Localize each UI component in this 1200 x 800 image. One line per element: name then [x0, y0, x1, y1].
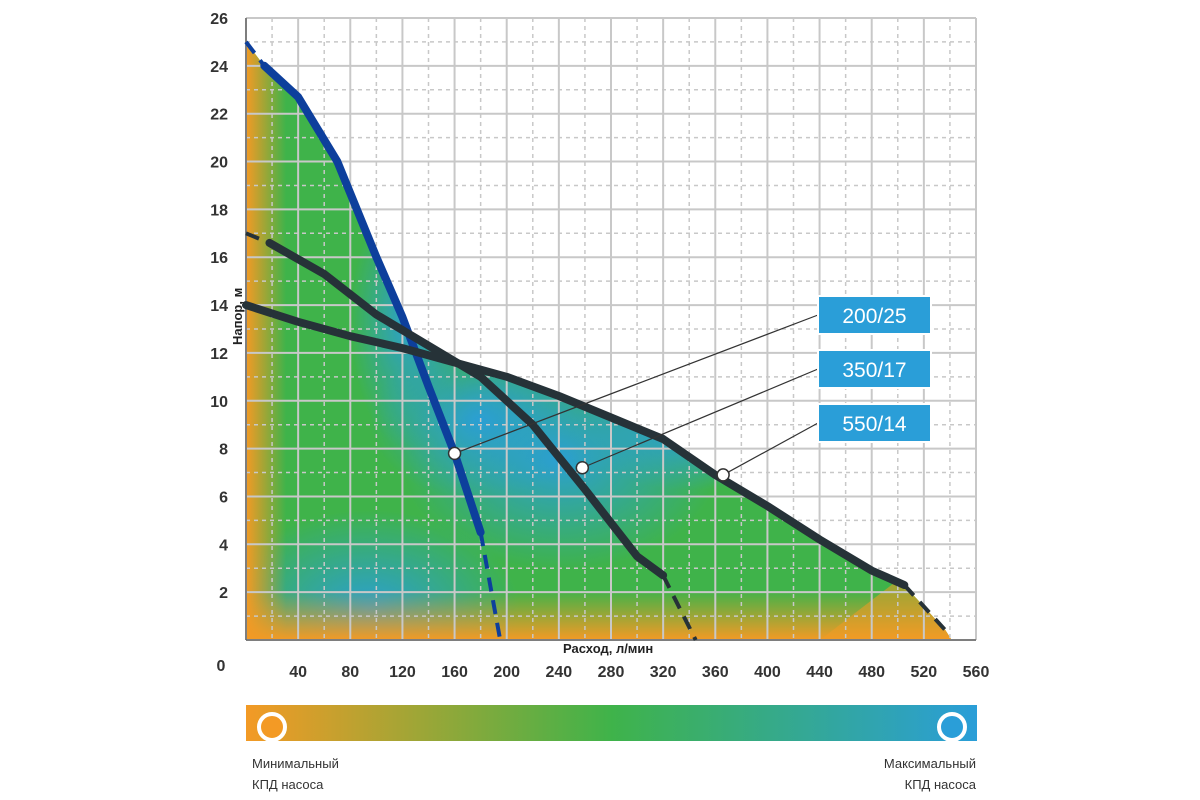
max-efficiency-label-line1: Максимальный	[884, 756, 976, 771]
x-tick-label: 240	[546, 664, 573, 681]
curve-dashed-extension	[902, 583, 952, 637]
curve-dashed-extension	[245, 231, 271, 245]
y-tick-label: 2	[219, 585, 228, 602]
min-efficiency-label-line2: КПД насоса	[252, 777, 324, 792]
operating-point-marker	[575, 461, 590, 475]
x-tick-label: 120	[389, 664, 416, 681]
min-efficiency-label-line1: Минимальный	[252, 756, 339, 771]
max-efficiency-marker	[937, 712, 967, 742]
callouts: 200/25 350/17 550/14	[447, 295, 932, 482]
model-badge	[817, 349, 932, 389]
model-badge	[817, 403, 932, 443]
y-tick-label: 12	[210, 346, 228, 363]
y-tick-label: 24	[210, 59, 228, 76]
callout-leader-line	[454, 314, 819, 454]
operating-point-marker	[716, 468, 730, 482]
model-badge-label: 200/25	[842, 305, 906, 328]
x-tick-label: 360	[702, 664, 729, 681]
max-efficiency-label-line2: КПД насоса	[905, 777, 977, 792]
y-tick-label: 14	[210, 298, 228, 315]
curve-550-14	[242, 301, 909, 589]
y-tick-label: 18	[210, 202, 228, 219]
efficiency-gradient-bar	[246, 705, 977, 741]
curve-dashed-extension	[244, 40, 266, 68]
y-axis-label: Напор, м	[230, 288, 245, 345]
x-tick-label: 160	[441, 664, 468, 681]
min-efficiency-marker	[257, 712, 287, 742]
x-tick-label: 280	[598, 664, 625, 681]
x-tick-label: 520	[911, 664, 938, 681]
y-tick-label: 10	[210, 394, 228, 411]
operating-point-marker	[447, 446, 462, 461]
x-axis-label: Расход, л/мин	[563, 641, 653, 656]
model-badge	[817, 295, 932, 335]
callout-leader-line	[722, 422, 819, 476]
model-badge-label: 350/17	[842, 359, 906, 382]
y-tick-label: 26	[210, 11, 228, 28]
callout-leader-line	[582, 368, 819, 469]
x-tick-label: 440	[806, 664, 833, 681]
x-tick-label: 40	[289, 664, 307, 681]
y-tick-label: 22	[210, 107, 228, 124]
curve-350-17	[265, 238, 668, 580]
y-tick-label: 6	[219, 489, 228, 506]
axes: 0 40 80 120 160 200 240 280 320 360 400 440 480 520 56…	[210, 11, 989, 681]
x-tick-label: 80	[341, 664, 359, 681]
x-tick-label: 0	[217, 658, 226, 675]
curve-dashed-extension	[478, 531, 503, 641]
x-tick-label: 200	[493, 664, 520, 681]
y-tick-label: 8	[219, 442, 228, 459]
curves	[242, 40, 952, 641]
x-tick-label: 400	[754, 664, 781, 681]
y-tick-label: 4	[219, 537, 228, 554]
y-tick-label: 16	[210, 250, 228, 267]
model-badge-label: 550/14	[842, 413, 907, 436]
x-tick-label: 320	[650, 664, 677, 681]
x-tick-label: 560	[963, 664, 990, 681]
efficiency-legend: Минимальный КПД насоса Максимальный КПД …	[246, 705, 977, 792]
curve-200-25	[260, 61, 485, 537]
curve-dashed-extension	[661, 574, 698, 641]
y-tick-label: 20	[210, 155, 228, 172]
x-tick-label: 480	[858, 664, 885, 681]
